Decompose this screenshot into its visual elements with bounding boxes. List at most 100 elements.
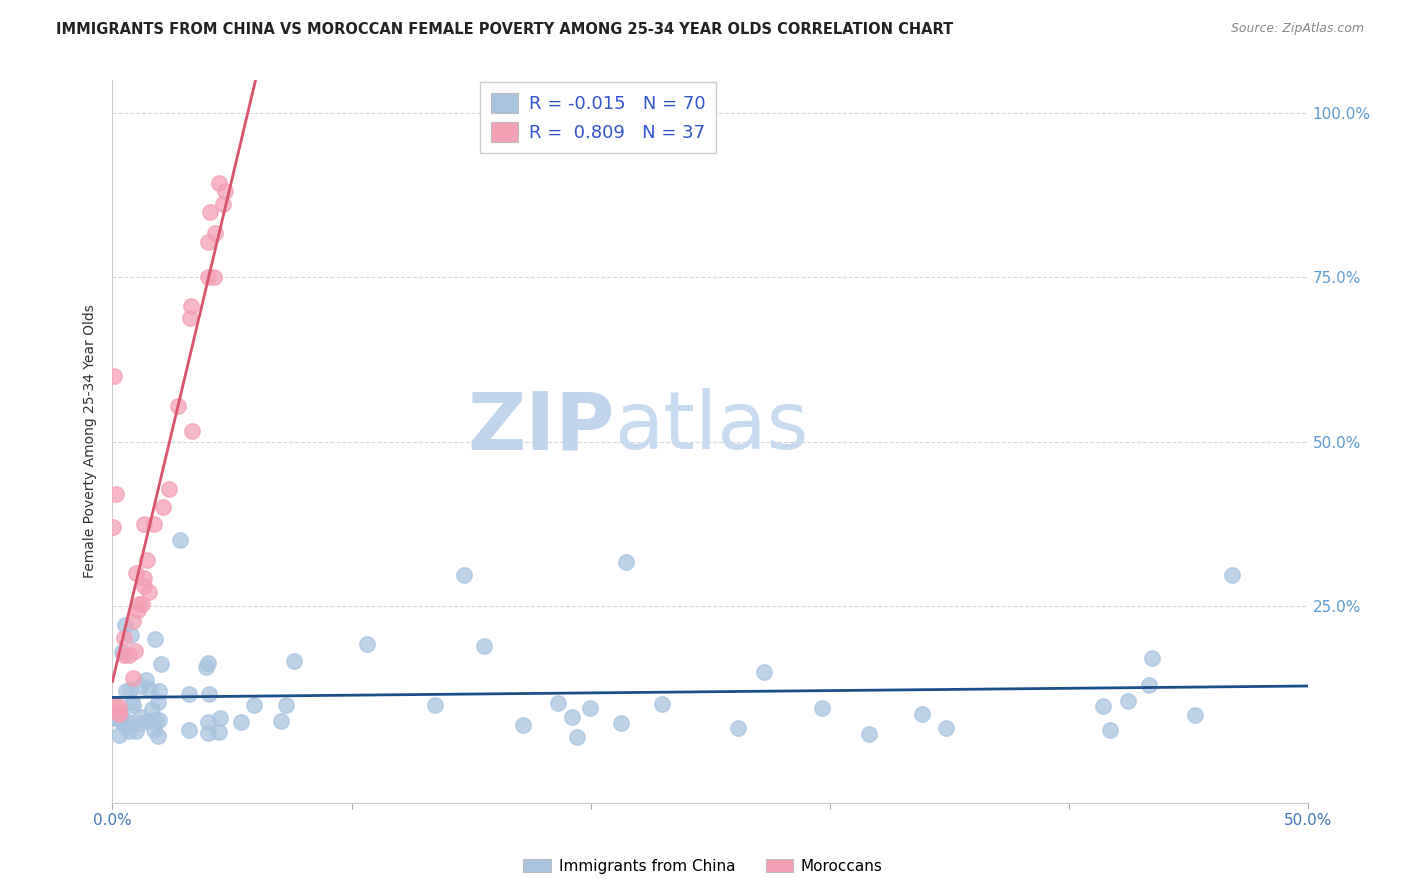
Point [131, 597, 153, 611]
Point [197, 270, 219, 285]
Point [143, 632, 166, 646]
Point [134, 579, 156, 593]
Point [103, 368, 125, 383]
Point [120, 628, 142, 642]
Point [1092, 698, 1115, 713]
Legend: Immigrants from China, Moroccans: Immigrants from China, Moroccans [517, 853, 889, 880]
Point [651, 698, 673, 712]
Point [472, 639, 495, 653]
Point [111, 645, 134, 659]
Point [117, 648, 139, 662]
Point [547, 696, 569, 710]
Point [143, 516, 166, 531]
Text: IMMIGRANTS FROM CHINA VS MOROCCAN FEMALE POVERTY AMONG 25-34 YEAR OLDS CORRELATI: IMMIGRANTS FROM CHINA VS MOROCCAN FEMALE… [56, 22, 953, 37]
Point [125, 566, 148, 580]
Point [157, 483, 180, 497]
Text: Source: ZipAtlas.com: Source: ZipAtlas.com [1230, 22, 1364, 36]
Point [104, 487, 127, 501]
Point [112, 648, 135, 662]
Point [114, 618, 136, 632]
Point [104, 698, 127, 712]
Point [858, 727, 880, 741]
Point [177, 687, 200, 701]
Point [356, 637, 378, 651]
Point [138, 681, 160, 696]
Point [197, 725, 219, 739]
Text: ZIP: ZIP [467, 388, 614, 467]
Point [207, 176, 229, 190]
Point [108, 713, 131, 727]
Point [114, 719, 136, 733]
Point [1139, 678, 1161, 692]
Point [127, 603, 149, 617]
Point [179, 310, 201, 325]
Point [117, 723, 139, 738]
Point [727, 721, 749, 735]
Point [179, 723, 201, 737]
Point [128, 597, 150, 611]
Point [209, 711, 232, 725]
Point [138, 585, 160, 599]
Point [197, 714, 219, 729]
Point [811, 701, 834, 715]
Point [115, 683, 138, 698]
Point [194, 660, 217, 674]
Point [565, 730, 588, 744]
Point [117, 714, 139, 729]
Point [148, 683, 170, 698]
Point [121, 694, 143, 708]
Point [270, 714, 292, 728]
Point [752, 665, 775, 680]
Point [103, 520, 125, 534]
Point [214, 184, 236, 198]
Point [169, 533, 191, 547]
Point [935, 721, 957, 735]
Point [425, 698, 447, 713]
Point [125, 723, 148, 738]
Point [148, 713, 170, 727]
Point [136, 714, 159, 728]
Point [1184, 708, 1206, 723]
Point [152, 500, 174, 514]
Point [180, 299, 202, 313]
Point [208, 724, 231, 739]
Point [198, 687, 221, 701]
Legend: R = -0.015   N = 70, R =  0.809   N = 37: R = -0.015 N = 70, R = 0.809 N = 37 [479, 82, 716, 153]
Point [132, 572, 155, 586]
Point [135, 673, 157, 688]
Point [614, 555, 637, 569]
Point [229, 715, 252, 730]
Point [512, 718, 534, 732]
Point [142, 723, 165, 738]
Point [212, 196, 235, 211]
Point [197, 657, 219, 671]
Point [148, 695, 170, 709]
Point [274, 698, 297, 713]
Point [122, 698, 145, 713]
Point [149, 657, 172, 672]
Point [141, 702, 163, 716]
Point [1098, 723, 1121, 738]
Point [283, 654, 305, 668]
Point [1116, 694, 1139, 708]
Point [181, 424, 204, 438]
Point [243, 698, 266, 712]
Point [167, 399, 190, 413]
Text: atlas: atlas [614, 388, 808, 467]
Point [198, 205, 221, 219]
Point [453, 568, 475, 582]
Point [122, 614, 145, 628]
Point [108, 700, 131, 714]
Point [128, 715, 150, 730]
Point [136, 553, 159, 567]
Point [129, 680, 152, 694]
Point [1140, 651, 1163, 665]
Point [145, 713, 167, 727]
Point [128, 710, 150, 724]
Point [108, 706, 131, 721]
Point [202, 270, 225, 285]
Point [134, 516, 156, 531]
Point [108, 728, 131, 742]
Point [120, 683, 142, 698]
Point [146, 730, 169, 744]
